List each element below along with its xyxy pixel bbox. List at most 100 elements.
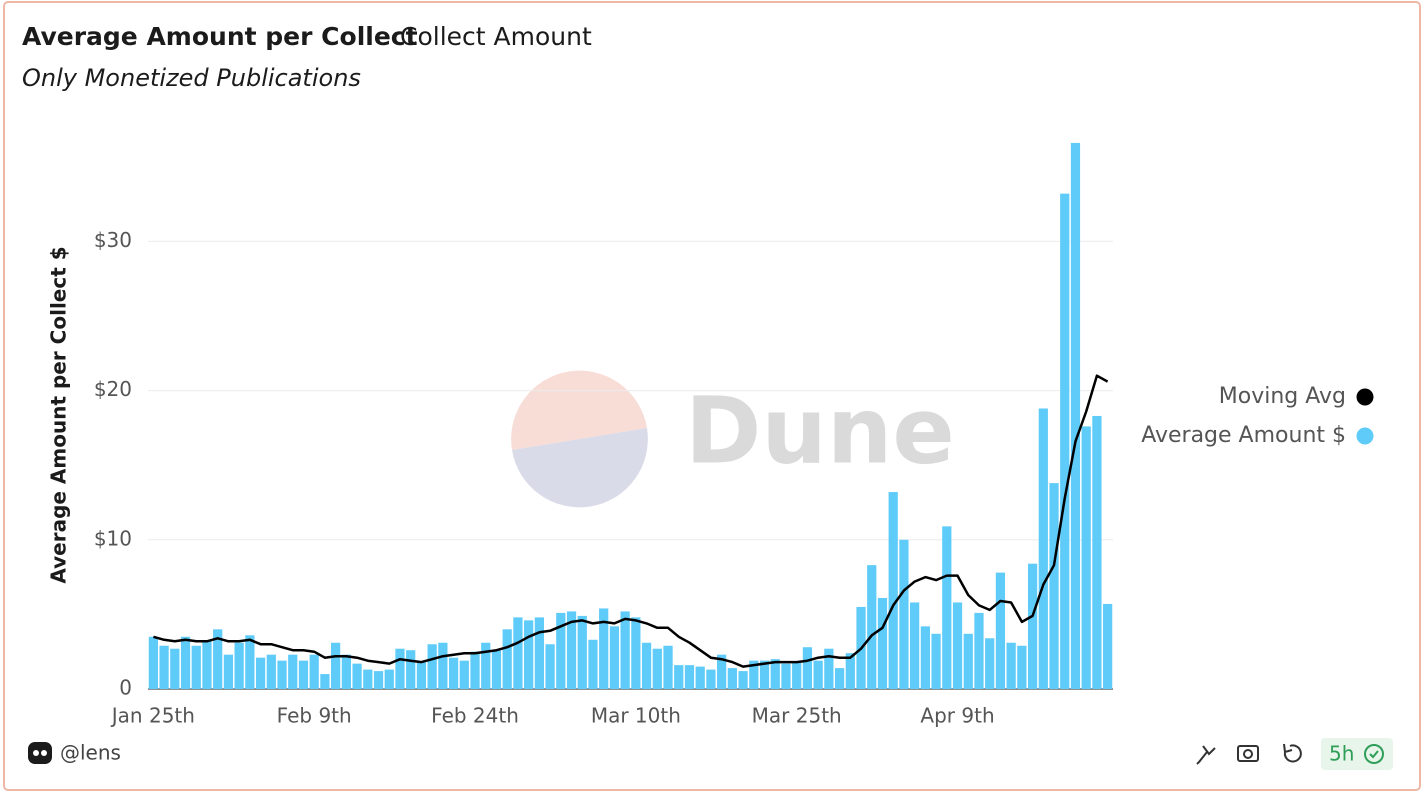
edit-icon[interactable] (1196, 745, 1216, 765)
bar (298, 660, 309, 689)
bar (448, 657, 459, 689)
bar (706, 669, 716, 689)
bar (255, 657, 266, 689)
bar (588, 639, 598, 689)
bar (1092, 415, 1102, 689)
x-tick-label: Feb 9th (277, 704, 352, 728)
plot: 0 $10 $20 $30 Jan 25th Feb 9th Feb 24th Mar 10t… (94, 142, 1113, 728)
bar (406, 650, 416, 689)
camera-icon[interactable] (1237, 745, 1259, 762)
bar (674, 665, 684, 689)
bar (695, 666, 705, 689)
bar (459, 660, 469, 689)
verified-check (1369, 750, 1379, 759)
bar (213, 629, 223, 689)
bar (234, 642, 244, 689)
legend-swatch (1356, 427, 1374, 445)
bar (1049, 483, 1059, 689)
bar (384, 669, 394, 689)
bar (481, 642, 491, 689)
bar (395, 648, 405, 689)
bar (1027, 563, 1038, 689)
bar (427, 644, 437, 689)
bar (727, 668, 737, 689)
bar (834, 668, 845, 689)
bar (438, 642, 448, 689)
bar (824, 648, 834, 689)
footer: @lens 5h (28, 738, 1393, 770)
bar (652, 648, 662, 689)
bar (577, 615, 587, 689)
bar (202, 641, 212, 689)
legend-label: Moving Avg (1219, 384, 1346, 409)
refreshed-time: 5h (1329, 742, 1354, 766)
bar (749, 660, 759, 689)
bar (845, 653, 855, 689)
bar (684, 665, 695, 689)
bar (942, 526, 952, 689)
bar (974, 612, 984, 689)
bar (641, 642, 652, 689)
bar (524, 620, 534, 689)
tab[interactable]: Collect Amount (400, 22, 592, 51)
bar (802, 647, 813, 689)
bar (566, 611, 577, 689)
watermark-logo-bottom (512, 428, 648, 508)
line (153, 374, 1109, 668)
bar (170, 648, 180, 689)
y-tick-label: $10 (94, 526, 132, 550)
author-icon-eye (41, 750, 47, 756)
x-tick-label: Feb 24th (431, 704, 519, 728)
bar (781, 663, 791, 689)
bar (223, 654, 234, 689)
bar (1081, 426, 1091, 689)
bar (1038, 408, 1048, 689)
bar (331, 642, 341, 689)
bar (738, 671, 748, 689)
bar (663, 645, 673, 689)
bar (148, 636, 158, 689)
y-tick-label: $30 (94, 228, 132, 252)
bar (180, 636, 191, 689)
x-tick-label: Jan 25th (110, 704, 195, 728)
camera-lens (1243, 749, 1253, 759)
chart-title: Average Amount per Collect (22, 22, 418, 51)
bar (931, 633, 941, 689)
bar (545, 644, 555, 689)
bar (513, 617, 523, 689)
bar (899, 539, 909, 689)
bar (416, 662, 427, 689)
verified-icon (1364, 744, 1384, 764)
bar (470, 651, 480, 689)
bar (867, 565, 877, 689)
bar (1060, 193, 1070, 690)
bar (556, 612, 566, 689)
y-tick-label: 0 (119, 676, 132, 700)
bar (920, 626, 930, 689)
watermark: Dune (511, 370, 955, 508)
bar (288, 654, 298, 689)
x-tick-label: Mar 25th (752, 704, 842, 728)
bar (491, 650, 502, 689)
bar (599, 608, 609, 689)
refresh-icon[interactable] (1283, 743, 1302, 763)
legend-label: Average Amount $ (1141, 423, 1346, 448)
bar (320, 674, 330, 689)
bar (877, 597, 888, 689)
bar (995, 572, 1006, 689)
bar (985, 638, 995, 689)
author[interactable]: @lens (60, 741, 121, 765)
bar (534, 617, 544, 689)
x-tick-label: Mar 10th (591, 704, 681, 728)
legend-swatch (1356, 388, 1374, 406)
chart-subtitle: Only Monetized Publications (22, 64, 361, 92)
bar (502, 629, 512, 689)
watermark-text: Dune (685, 377, 955, 484)
bar (1017, 645, 1027, 689)
bar (631, 617, 641, 689)
bar (952, 602, 963, 689)
bar (309, 654, 319, 689)
bar (266, 654, 276, 689)
